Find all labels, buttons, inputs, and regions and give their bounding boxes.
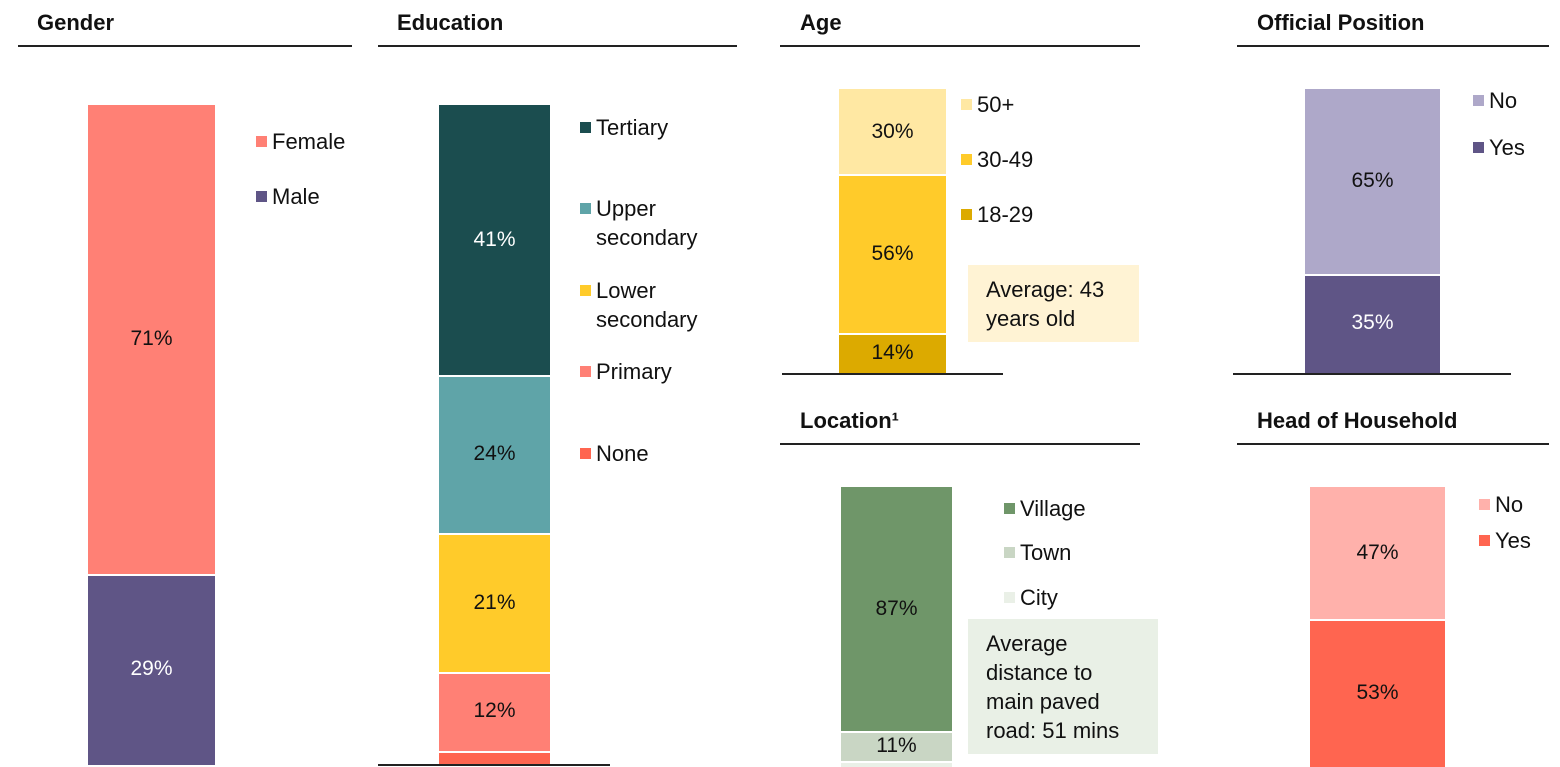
annotation: Average distance to main paved road: 51 … bbox=[968, 619, 1158, 754]
legend-label: Town bbox=[1020, 539, 1072, 565]
chart-title: Education bbox=[397, 10, 504, 35]
title-rule bbox=[780, 45, 1140, 47]
data-label: 65% bbox=[1351, 169, 1394, 193]
bar-segment bbox=[1305, 89, 1440, 274]
legend-label: Primary bbox=[596, 358, 672, 384]
legend-swatch bbox=[961, 99, 972, 110]
legend-label: Upper secondary bbox=[596, 195, 698, 250]
data-label: 14% bbox=[871, 341, 914, 365]
legend-label: Village bbox=[1020, 495, 1086, 521]
legend-swatch bbox=[1473, 95, 1484, 106]
legend-label: Male bbox=[272, 183, 320, 209]
legend-label: Tertiary bbox=[596, 114, 669, 140]
bar-segment bbox=[841, 761, 952, 767]
bar-segment bbox=[439, 533, 550, 672]
annotation: Average: 43 years old bbox=[968, 265, 1139, 342]
legend-label: Yes bbox=[1495, 527, 1531, 553]
title-rule bbox=[1237, 443, 1549, 445]
legend-swatch bbox=[256, 191, 267, 202]
bar-segment bbox=[839, 174, 946, 334]
bar-segment bbox=[1305, 273, 1440, 373]
bar-segment bbox=[88, 573, 215, 765]
legend-label: Lower secondary bbox=[596, 277, 698, 332]
legend-label: City bbox=[1020, 584, 1058, 610]
data-label: 71% bbox=[130, 327, 173, 351]
baseline bbox=[782, 373, 1003, 375]
data-label: 12% bbox=[473, 699, 516, 723]
legend-label: Yes bbox=[1489, 134, 1525, 160]
baseline bbox=[378, 764, 610, 766]
data-label: 29% bbox=[130, 657, 173, 681]
data-label: 56% bbox=[871, 241, 914, 265]
legend-swatch bbox=[1479, 499, 1490, 510]
legend-swatch bbox=[580, 122, 591, 133]
title-rule bbox=[378, 45, 737, 47]
data-label: 21% bbox=[473, 590, 516, 614]
title-rule bbox=[1237, 45, 1549, 47]
chart-title: Location¹ bbox=[800, 408, 899, 433]
legend-label: 50+ bbox=[977, 91, 1015, 117]
legend-swatch bbox=[1004, 547, 1015, 558]
legend-swatch bbox=[1004, 592, 1015, 603]
chart-title: Gender bbox=[37, 10, 115, 35]
legend-swatch bbox=[580, 203, 591, 214]
bar-segment bbox=[839, 333, 946, 373]
data-label: 35% bbox=[1351, 311, 1394, 335]
legend-label: No bbox=[1495, 491, 1524, 517]
legend-swatch bbox=[256, 136, 267, 147]
legend-label: Female bbox=[272, 128, 346, 154]
legend-swatch bbox=[1004, 503, 1015, 514]
title-rule bbox=[18, 45, 352, 47]
chart-title: Official Position bbox=[1257, 10, 1425, 35]
legend-swatch bbox=[580, 366, 591, 377]
bar-segment bbox=[88, 105, 215, 574]
legend-swatch bbox=[1473, 142, 1484, 153]
bar-segment bbox=[439, 105, 550, 376]
chart-title: Head of Household bbox=[1257, 408, 1458, 433]
legend-swatch bbox=[580, 448, 591, 459]
title-rule bbox=[780, 443, 1140, 445]
legend-label: 30-49 bbox=[977, 146, 1034, 172]
data-label: 53% bbox=[1356, 680, 1399, 704]
data-label: 87% bbox=[875, 596, 918, 620]
bar-segment bbox=[439, 375, 550, 534]
legend-label: 18-29 bbox=[977, 201, 1034, 227]
bar-segment bbox=[841, 487, 952, 731]
data-label: 24% bbox=[473, 442, 516, 466]
legend-swatch bbox=[961, 209, 972, 220]
legend-label: No bbox=[1489, 87, 1518, 113]
baseline bbox=[1233, 373, 1511, 375]
data-label: 11% bbox=[876, 734, 917, 757]
bar-segment bbox=[439, 671, 550, 751]
data-label: 47% bbox=[1356, 540, 1399, 564]
bar-segment bbox=[841, 730, 952, 762]
legend-label: None bbox=[596, 440, 649, 466]
chart-title: Age bbox=[800, 10, 842, 35]
legend-swatch bbox=[580, 285, 591, 296]
data-label: 30% bbox=[871, 119, 914, 143]
bar-segment bbox=[839, 89, 946, 175]
bar-segment bbox=[1310, 618, 1445, 767]
bar-segment bbox=[439, 750, 550, 764]
bar-segment bbox=[1310, 487, 1445, 619]
data-label: 41% bbox=[473, 228, 516, 252]
legend-swatch bbox=[1479, 535, 1490, 546]
legend-swatch bbox=[961, 154, 972, 165]
